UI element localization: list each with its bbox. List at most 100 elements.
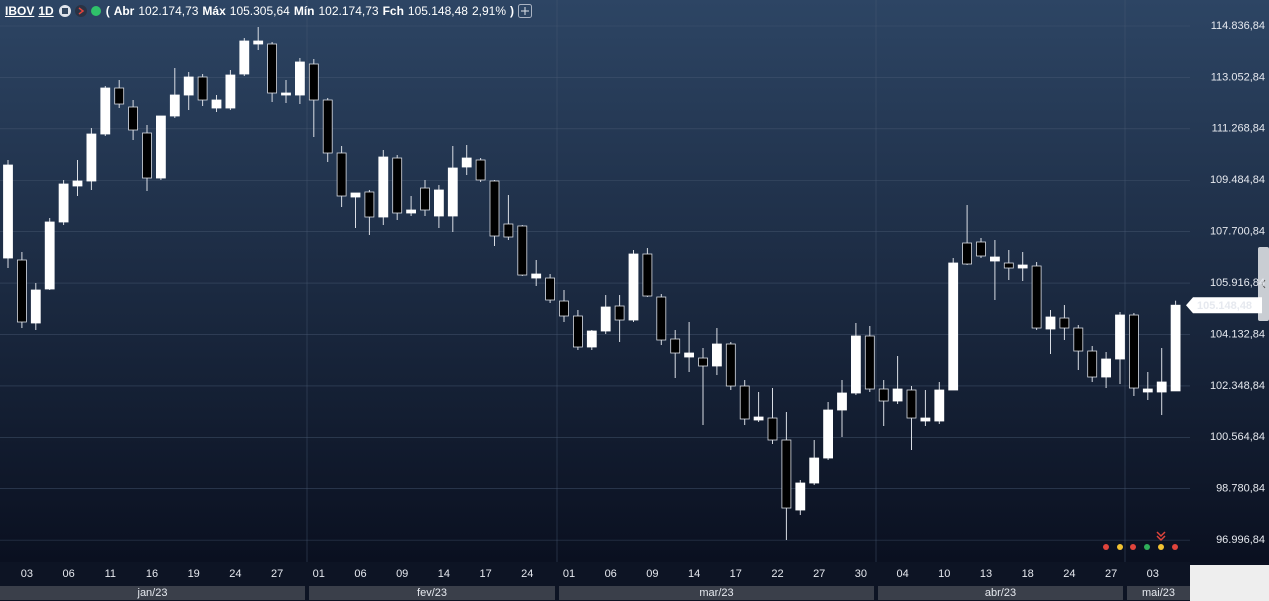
candle-body-up bbox=[586, 330, 597, 348]
add-button[interactable] bbox=[518, 4, 532, 18]
candle-body-up bbox=[86, 133, 97, 182]
candle-body-up bbox=[44, 221, 55, 290]
x-tick-label: 19 bbox=[188, 568, 200, 580]
candle-body-down bbox=[781, 439, 792, 509]
indicator-dots bbox=[1103, 531, 1178, 550]
candle-body-up bbox=[100, 87, 111, 135]
y-tick-label: 104.132,84 bbox=[1210, 328, 1265, 340]
candle-body-up bbox=[600, 306, 611, 332]
symbol[interactable]: IBOV bbox=[5, 4, 35, 18]
y-tick-label: 109.484,84 bbox=[1210, 174, 1265, 186]
month-band bbox=[309, 586, 555, 600]
month-label: fev/23 bbox=[417, 587, 447, 599]
candle-body-up bbox=[948, 262, 959, 391]
candle-body-up bbox=[72, 180, 83, 187]
candle-body-up bbox=[183, 76, 194, 96]
candle-body-down bbox=[614, 305, 625, 321]
candle-body-up bbox=[531, 273, 542, 279]
y-tick-label: 113.052,84 bbox=[1211, 71, 1265, 83]
candle-body-up bbox=[1101, 358, 1111, 378]
candle-body-down bbox=[725, 343, 736, 387]
x-tick-label: 18 bbox=[1022, 568, 1034, 580]
candle-body-up bbox=[628, 253, 639, 321]
x-tick-label: 06 bbox=[62, 568, 74, 580]
icon bbox=[74, 5, 87, 17]
candle-body-up bbox=[851, 335, 861, 394]
plus bbox=[521, 7, 529, 15]
candle-body-up bbox=[58, 183, 69, 223]
ohlc-value: 105.148,48 bbox=[407, 4, 468, 18]
candle-body-up bbox=[447, 167, 458, 217]
x-tick-label: 14 bbox=[688, 568, 700, 580]
status-dot bbox=[90, 6, 101, 16]
candle-body-down bbox=[642, 253, 653, 297]
x-tick-label: 13 bbox=[980, 568, 992, 580]
x-tick-label: 11 bbox=[105, 568, 116, 580]
candle-body-down bbox=[545, 277, 555, 301]
price-tag bbox=[1186, 297, 1262, 314]
candle-body-down bbox=[1003, 262, 1014, 269]
candle-body-down bbox=[503, 223, 514, 238]
candle-body-down bbox=[1059, 317, 1070, 329]
candle-body-down bbox=[267, 43, 278, 94]
x-tick-label: 24 bbox=[229, 568, 241, 580]
header-icons[interactable] bbox=[58, 4, 102, 18]
x-tick-label: 14 bbox=[438, 568, 450, 580]
candle-body-up bbox=[3, 164, 13, 259]
x-tick-label: 27 bbox=[813, 568, 825, 580]
candle-body-up bbox=[990, 256, 1000, 262]
candle-body-down bbox=[322, 99, 333, 154]
candle-body-up bbox=[225, 74, 236, 109]
candle-body-up bbox=[30, 289, 41, 324]
candle-body-up bbox=[1045, 316, 1056, 330]
candle-body-up bbox=[823, 409, 833, 459]
button-box bbox=[518, 4, 532, 18]
candle-body-up bbox=[294, 61, 305, 96]
candle-body-up bbox=[1156, 381, 1167, 393]
candle-body-down bbox=[128, 106, 139, 131]
candle-body-down bbox=[517, 225, 528, 276]
y-tick-label: 96.996,84 bbox=[1216, 534, 1265, 546]
x-tick-label: 04 bbox=[896, 568, 908, 580]
candle-body-up bbox=[350, 192, 361, 198]
corner bbox=[1190, 565, 1269, 601]
candle-body-up bbox=[211, 99, 222, 109]
candle-body-up bbox=[253, 40, 264, 45]
dot bbox=[1144, 544, 1150, 550]
candle-body-down bbox=[364, 191, 375, 218]
candle-body-down bbox=[767, 417, 778, 441]
candle-body-up bbox=[406, 209, 417, 214]
candle-body-down bbox=[976, 241, 986, 257]
candle-body-down bbox=[573, 315, 583, 348]
x-tick-label: 27 bbox=[271, 568, 283, 580]
bracket: ) bbox=[510, 4, 514, 18]
x-tick-label: 17 bbox=[479, 568, 491, 580]
grid bbox=[0, 0, 1190, 562]
candle-body-down bbox=[670, 338, 681, 354]
candle-body-up bbox=[461, 157, 472, 168]
interval[interactable]: 1D bbox=[38, 4, 54, 18]
bracket: ( bbox=[105, 4, 110, 18]
month-band bbox=[0, 586, 305, 600]
candle-body-up bbox=[169, 94, 180, 117]
candle-body-down bbox=[1073, 327, 1084, 352]
candle-body-down bbox=[698, 357, 708, 367]
candle-body-down bbox=[864, 335, 875, 390]
candle-body-down bbox=[308, 63, 319, 101]
candle-body-down bbox=[1031, 265, 1042, 329]
candle-body-down bbox=[739, 385, 750, 420]
price-tag-label: 105.148,48 bbox=[1197, 300, 1252, 312]
candle-body-up bbox=[712, 343, 722, 367]
x-tick-label: 22 bbox=[771, 568, 783, 580]
candle-body-up bbox=[1017, 264, 1028, 269]
candle-body-down bbox=[142, 132, 152, 179]
x-tick-label: 03 bbox=[21, 568, 33, 580]
y-tick-label: 114.836,84 bbox=[1211, 20, 1265, 32]
candle-body-down bbox=[197, 76, 208, 101]
month-label: abr/23 bbox=[985, 587, 1016, 599]
candle-body-down bbox=[962, 242, 972, 265]
dot bbox=[1103, 544, 1109, 550]
x-tick-label: 01 bbox=[563, 568, 575, 580]
